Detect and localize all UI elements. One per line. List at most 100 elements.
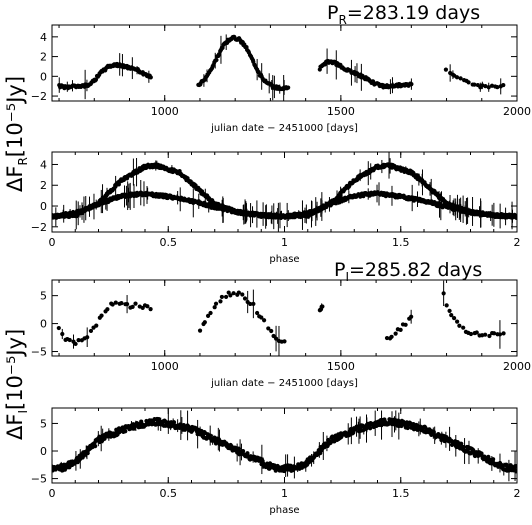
data-point xyxy=(240,292,245,297)
y-tick-label: 2 xyxy=(40,51,47,64)
y-tick-label: −5 xyxy=(31,346,47,359)
data-point xyxy=(393,331,398,336)
data-point xyxy=(501,82,506,88)
data-point xyxy=(461,325,466,330)
y-axis-label-r: ΔFR[10⁻⁵Jy] xyxy=(3,76,30,192)
plot-frame xyxy=(51,151,518,233)
data-point xyxy=(99,313,104,318)
data-points xyxy=(52,152,517,232)
data-points xyxy=(57,34,506,101)
data-point xyxy=(228,293,233,298)
x-tick-label: 1.5 xyxy=(392,487,410,500)
data-point xyxy=(208,310,213,316)
data-point xyxy=(320,304,325,309)
y-label-r-sub: R xyxy=(16,157,30,165)
panels-group: 1000 1500 2000 −2 0 2 4 julian date − 2451000 [… xyxy=(31,24,531,516)
data-point xyxy=(93,444,98,449)
x-axis-label: phase xyxy=(269,505,299,516)
y-tick-label: 0 xyxy=(40,318,47,331)
data-point xyxy=(93,77,99,82)
y-tick-label: 5 xyxy=(40,290,47,303)
data-point xyxy=(123,429,128,434)
y-label-r-delta: ΔF xyxy=(3,166,27,192)
data-point xyxy=(491,457,496,462)
y-tick-label: 4 xyxy=(40,31,47,44)
data-point xyxy=(449,313,454,318)
period-r-value: =283.19 days xyxy=(347,2,480,24)
data-point xyxy=(443,67,449,72)
y-tick-label: −2 xyxy=(31,90,47,103)
data-point xyxy=(62,467,68,472)
x-axis-label: phase xyxy=(269,254,299,265)
period-r-label: PR=283.19 days xyxy=(327,2,480,27)
panel-3: 1000 1500 2000 −5 0 5 julian date − 2451000 [d… xyxy=(31,279,531,389)
data-point xyxy=(472,82,477,87)
data-point xyxy=(259,315,264,320)
y-tick-label: 4 xyxy=(40,158,47,171)
x-tick-label: 2 xyxy=(514,487,521,500)
x-tick-label: 1.5 xyxy=(392,236,410,249)
y-tick-label: 0 xyxy=(40,70,47,83)
data-point xyxy=(236,290,241,295)
data-point xyxy=(495,85,500,90)
y-label-r-units: [10⁻⁵Jy] xyxy=(3,76,27,157)
y-label-i-sub: I xyxy=(16,410,30,414)
data-point xyxy=(262,318,267,323)
data-point xyxy=(466,80,471,85)
data-point xyxy=(403,322,408,327)
data-point xyxy=(398,327,403,332)
data-point xyxy=(148,75,153,80)
data-point xyxy=(105,307,110,312)
data-point xyxy=(171,420,177,425)
data-point xyxy=(266,326,271,331)
data-point xyxy=(447,308,452,313)
x-tick-label: 2000 xyxy=(503,105,531,118)
x-tick-label: 2 xyxy=(514,236,521,249)
data-point xyxy=(73,341,78,347)
data-point xyxy=(451,315,457,321)
period-r-sub: R xyxy=(338,13,346,27)
data-point xyxy=(148,307,153,312)
period-i-prefix: P xyxy=(334,259,345,281)
y-tick-label: −5 xyxy=(31,473,47,486)
data-point xyxy=(468,331,474,337)
data-point xyxy=(223,294,229,300)
x-axis-label: julian date − 2451000 [days] xyxy=(210,378,358,389)
data-point xyxy=(220,45,225,51)
data-point xyxy=(454,75,460,80)
data-point xyxy=(218,299,223,304)
data-point xyxy=(271,333,276,339)
data-point xyxy=(85,451,90,456)
data-point xyxy=(133,301,138,306)
data-point xyxy=(130,304,135,309)
data-point xyxy=(113,300,118,305)
data-point xyxy=(514,463,517,469)
x-tick-label: 1500 xyxy=(327,105,355,118)
x-tick-label: 1000 xyxy=(151,105,179,118)
data-point xyxy=(286,85,291,90)
data-point xyxy=(240,448,246,454)
period-i-sub: I xyxy=(345,270,349,284)
data-point xyxy=(145,304,150,309)
data-point xyxy=(474,330,479,335)
data-point xyxy=(67,337,72,343)
y-tick-label: 2 xyxy=(40,179,47,192)
data-point xyxy=(455,319,460,324)
plot-frame xyxy=(51,24,518,102)
data-point xyxy=(389,334,394,339)
data-point xyxy=(501,331,506,336)
data-point xyxy=(384,335,390,341)
data-point xyxy=(197,328,203,333)
x-axis-label: julian date − 2451000 [days] xyxy=(210,123,358,134)
data-point xyxy=(269,328,274,334)
data-point xyxy=(459,441,464,446)
x-tick-label: 1000 xyxy=(151,360,179,373)
period-i-value: =285.82 days xyxy=(349,259,482,281)
x-tick-label: 2000 xyxy=(503,360,531,373)
data-points xyxy=(56,280,506,356)
data-point xyxy=(213,301,219,306)
data-point xyxy=(94,323,99,328)
data-point xyxy=(202,320,207,325)
